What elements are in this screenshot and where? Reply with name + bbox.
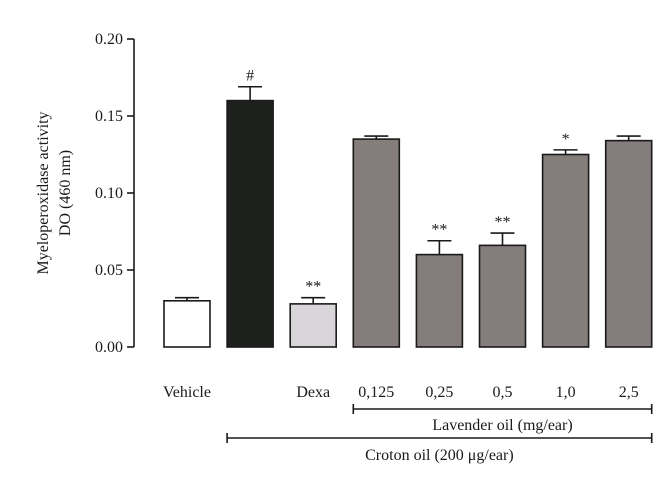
bar (226, 99, 274, 348)
category-label: 0,5 (493, 384, 513, 401)
bar (289, 303, 338, 348)
bars: #**** *** (163, 68, 653, 348)
y-tick-label: 0.05 (95, 262, 123, 279)
category-label: Dexa (296, 384, 330, 401)
category-label: 0,125 (358, 384, 394, 401)
significance-mark: * (562, 131, 570, 148)
y-axis: 0.00 0.05 0.10 0.15 0.20 (95, 31, 135, 356)
bar (541, 153, 590, 348)
bar (163, 299, 211, 348)
significance-mark: ** (495, 214, 511, 231)
category-label: 0,25 (425, 384, 453, 401)
bar (478, 244, 527, 348)
group-bracket-label: Lavender oil (mg/ear) (432, 417, 572, 434)
y-axis-title-line-1: Myeloperoxidase activity (35, 111, 52, 274)
y-axis-title: Myeloperoxidase activity DO (460 nm) (35, 111, 74, 274)
y-tick-label: 0.20 (95, 31, 123, 48)
category-label: 2,5 (619, 384, 639, 401)
significance-mark: ** (431, 222, 447, 239)
significance-mark: # (246, 68, 254, 85)
y-axis-title-line-2: DO (460 nm) (57, 150, 74, 236)
y-tick-label: 0.10 (95, 185, 123, 202)
group-brackets: Lavender oil (mg/ear) Croton oil (200 μg/… (226, 404, 653, 464)
y-tick-label: 0.00 (95, 339, 123, 356)
category-label: 1,0 (556, 384, 576, 401)
bar (415, 253, 464, 348)
significance-mark: ** (305, 279, 321, 296)
group-bracket-label: Croton oil (200 μg/ear) (365, 447, 514, 464)
bar (604, 139, 653, 348)
category-label: Vehicle (163, 384, 211, 401)
category-labels: Vehicle Dexa 0,125 0,25 0,5 1,0 2,5 (163, 384, 639, 401)
y-tick-label: 0.15 (95, 108, 123, 125)
bar (352, 138, 401, 348)
